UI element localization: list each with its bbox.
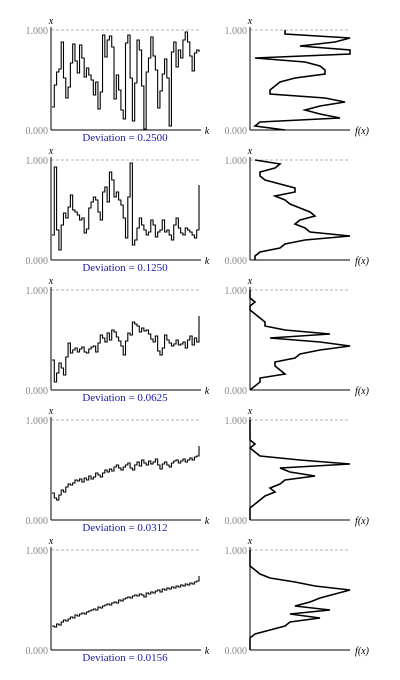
density-chart: 1.000 0.000 x f(x) xyxy=(225,16,370,137)
y-tick-label-bottom: 0.000 xyxy=(26,516,49,527)
y-axis-label: x xyxy=(247,406,253,417)
panel-5: 1.000 0.000 x k Deviation = 0.0156 1.000 0.000… xyxy=(26,536,370,664)
density-series-line xyxy=(249,550,351,650)
x-axis-label: f(x) xyxy=(355,256,370,267)
y-tick-label-bottom: 0.000 xyxy=(225,126,248,137)
y-axis-label: x xyxy=(48,16,54,27)
y-axis-label: x xyxy=(247,16,253,27)
x-axis-label: k xyxy=(205,646,210,657)
y-axis-label: x xyxy=(247,276,253,287)
step-series-line xyxy=(52,162,200,251)
y-axis-label: x xyxy=(247,146,253,157)
x-axis-label: k xyxy=(205,386,210,397)
panel-4: 1.000 0.000 x k Deviation = 0.0312 1.000 0.000… xyxy=(26,406,370,534)
x-axis-label: f(x) xyxy=(355,646,370,657)
density-series-line xyxy=(249,290,351,391)
step-series-line xyxy=(52,446,200,501)
y-tick-label-top: 1.000 xyxy=(26,286,49,297)
step-series-line xyxy=(52,576,200,628)
y-axis-label: x xyxy=(48,276,54,287)
step-chart: 1.000 0.000 x k Deviation = 0.0312 xyxy=(26,406,210,534)
panel-1: 1.000 0.000 x k Deviation = 0.2500 1.000 0.000… xyxy=(26,16,370,144)
x-axis-label: k xyxy=(205,126,210,137)
density-chart: 1.000 0.000 x f(x) xyxy=(225,406,370,527)
y-tick-label-bottom: 0.000 xyxy=(225,256,248,267)
y-tick-label-top: 1.000 xyxy=(26,26,49,37)
y-tick-label-bottom: 0.000 xyxy=(26,646,49,657)
deviation-caption: Deviation = 0.0625 xyxy=(82,392,168,404)
density-series-line xyxy=(248,420,351,520)
deviation-caption: Deviation = 0.2500 xyxy=(82,132,168,144)
panel-3: 1.000 0.000 x k Deviation = 0.0625 1.000 0.000… xyxy=(26,276,370,404)
step-chart: 1.000 0.000 x k Deviation = 0.2500 xyxy=(26,16,210,144)
step-series-line xyxy=(52,31,200,130)
step-chart: 1.000 0.000 x k Deviation = 0.1250 xyxy=(26,146,210,274)
y-tick-label-top: 1.000 xyxy=(26,546,49,557)
step-chart: 1.000 0.000 x k Deviation = 0.0625 xyxy=(26,276,210,404)
y-tick-label-top: 1.000 xyxy=(225,416,248,427)
y-tick-label-bottom: 0.000 xyxy=(225,386,248,397)
step-chart: 1.000 0.000 x k Deviation = 0.0156 xyxy=(26,536,210,664)
x-axis-label: f(x) xyxy=(355,126,370,137)
y-tick-label-top: 1.000 xyxy=(225,286,248,297)
panel-2: 1.000 0.000 x k Deviation = 0.1250 1.000 0.000… xyxy=(26,146,370,274)
y-axis-label: x xyxy=(48,536,54,547)
density-series-line xyxy=(253,30,351,131)
y-tick-label-bottom: 0.000 xyxy=(26,256,49,267)
y-tick-label-bottom: 0.000 xyxy=(225,646,248,657)
deviation-caption: Deviation = 0.1250 xyxy=(82,262,168,274)
x-axis-label: k xyxy=(205,516,210,527)
y-axis-label: x xyxy=(247,536,253,547)
y-tick-label-top: 1.000 xyxy=(225,546,248,557)
y-tick-label-bottom: 0.000 xyxy=(225,516,248,527)
y-axis-label: x xyxy=(48,146,54,157)
y-axis-label: x xyxy=(48,406,54,417)
x-axis-label: k xyxy=(205,256,210,267)
x-axis-label: f(x) xyxy=(355,386,370,397)
deviation-caption: Deviation = 0.0156 xyxy=(82,652,168,664)
y-tick-label-top: 1.000 xyxy=(26,416,49,427)
density-series-line xyxy=(254,159,351,260)
x-axis-label: f(x) xyxy=(355,516,370,527)
step-series-line xyxy=(52,316,200,383)
density-chart: 1.000 0.000 x f(x) xyxy=(225,146,370,267)
density-chart: 1.000 0.000 x f(x) xyxy=(225,276,370,397)
y-tick-label-top: 1.000 xyxy=(225,26,248,37)
density-chart: 1.000 0.000 x f(x) xyxy=(225,536,370,657)
y-tick-label-top: 1.000 xyxy=(26,156,49,167)
y-tick-label-bottom: 0.000 xyxy=(26,126,49,137)
y-tick-label-bottom: 0.000 xyxy=(26,386,49,397)
deviation-caption: Deviation = 0.0312 xyxy=(82,522,167,534)
y-tick-label-top: 1.000 xyxy=(225,156,248,167)
